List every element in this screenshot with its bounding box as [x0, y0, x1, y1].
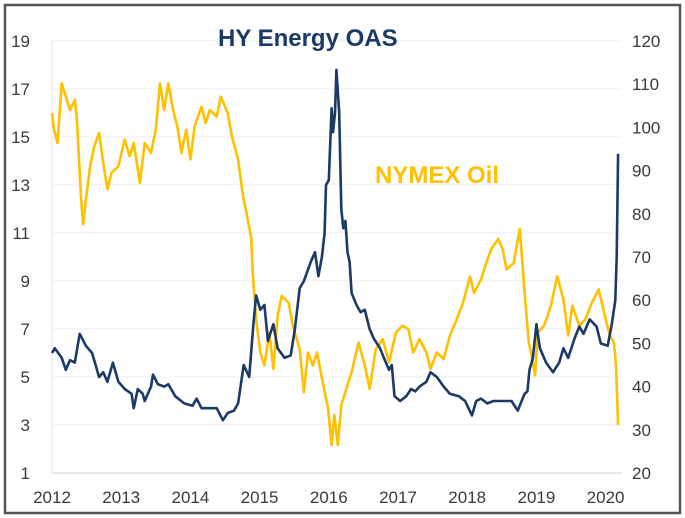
x-tick-label: 2019 — [517, 488, 555, 507]
y-right-tick-label: 80 — [632, 205, 651, 224]
x-tick-label: 2015 — [241, 488, 279, 507]
annotation-hy-energy-oas: HY Energy OAS — [218, 25, 398, 52]
y-left-tick-label: 11 — [12, 224, 30, 243]
y-left-tick-label: 1 — [21, 464, 30, 483]
x-tick-label: 2020 — [587, 488, 625, 507]
x-tick-label: 2016 — [310, 488, 348, 507]
y-right-tick-label: 90 — [632, 162, 651, 181]
tick-labels: 1357911131517192030405060708090100110120… — [11, 32, 660, 507]
y-left-tick-label: 13 — [11, 176, 30, 195]
series-line-hy-energy-oas — [50, 68, 620, 422]
y-left-tick-label: 19 — [11, 32, 30, 51]
series-line-nymex-oil — [50, 82, 620, 447]
y-right-tick-label: 30 — [632, 421, 651, 440]
y-right-tick-label: 70 — [632, 248, 651, 267]
y-right-tick-label: 110 — [632, 75, 659, 94]
y-right-tick-label: 60 — [632, 291, 651, 310]
y-left-tick-label: 5 — [21, 368, 30, 387]
annotation-nymex-oil: NYMEX Oil — [375, 162, 499, 189]
y-left-tick-label: 15 — [11, 128, 30, 147]
y-right-tick-label: 50 — [632, 334, 651, 353]
y-left-tick-label: 9 — [21, 272, 30, 291]
y-left-tick-label: 7 — [21, 320, 30, 339]
y-right-tick-label: 100 — [632, 118, 660, 137]
x-tick-label: 2014 — [171, 488, 209, 507]
y-right-tick-label: 20 — [632, 464, 651, 483]
series-lines — [50, 68, 620, 447]
y-left-tick-label: 17 — [11, 80, 30, 99]
x-tick-label: 2018 — [448, 488, 486, 507]
x-tick-label: 2013 — [102, 488, 140, 507]
y-right-tick-label: 40 — [632, 378, 651, 397]
x-tick-label: 2017 — [379, 488, 417, 507]
chart-frame — [3, 3, 682, 515]
x-tick-label: 2012 — [33, 488, 71, 507]
y-left-tick-label: 3 — [21, 416, 30, 435]
y-right-tick-label: 120 — [632, 32, 660, 51]
